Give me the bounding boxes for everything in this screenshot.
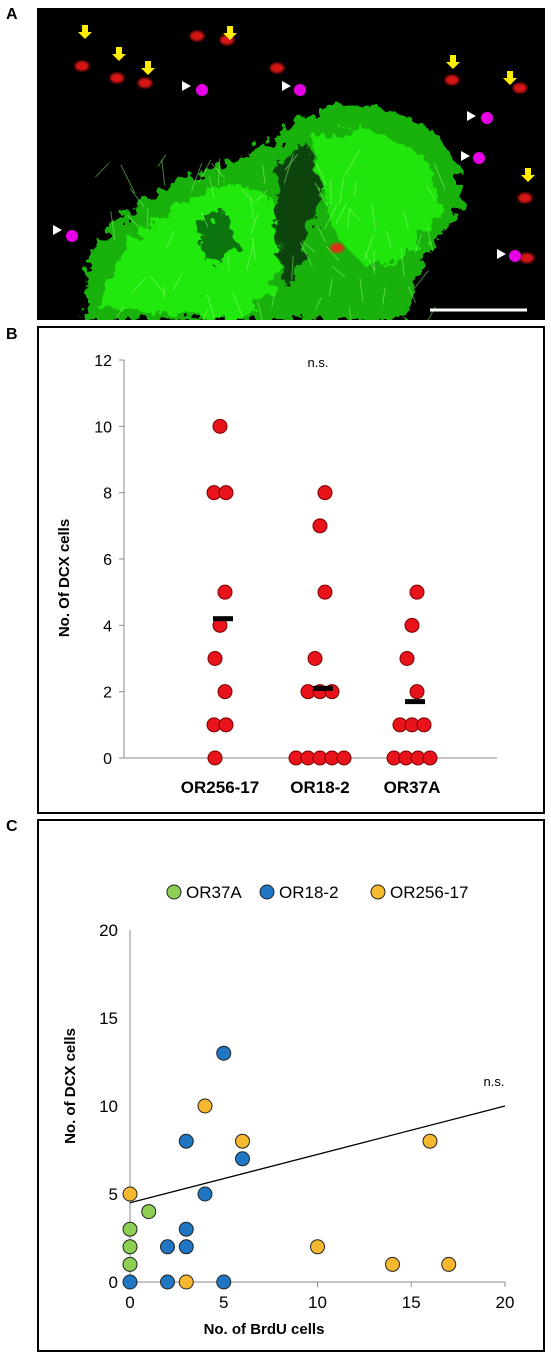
chart-c-point (122, 1274, 138, 1290)
chart-c-x-tick-label: 20 (496, 1293, 515, 1312)
micrograph-panel (37, 8, 545, 336)
chart-c-point (385, 1256, 400, 1272)
chart-b-point (218, 485, 234, 501)
chart-b-point (409, 684, 425, 700)
chart-c-point (216, 1045, 232, 1061)
chart-c-y-tick-label: 0 (109, 1273, 118, 1292)
chart-b-y-tick-label: 8 (103, 486, 112, 503)
chart-b-marks (206, 418, 438, 766)
chart-c-point (422, 1133, 438, 1149)
chart-c-trendline (129, 1105, 506, 1204)
chart-b-point (416, 717, 432, 733)
chart-c-point (235, 1151, 250, 1167)
chart-b-point (312, 518, 328, 534)
chart-c-point (310, 1239, 325, 1255)
chart-c-point (141, 1204, 157, 1220)
chart-c-legend-label: OR256-17 (390, 883, 468, 902)
chart-b-significance-label: n.s. (308, 355, 329, 370)
dcx-vs-brdu-chart: OR37A OR18-2 OR256-17 0 5 10 15 20 0 5 10 15 20 No.… (37, 819, 545, 1352)
chart-b-category-label: OR37A (384, 778, 441, 797)
chart-b-point (317, 485, 333, 501)
chart-b-y-tick-label: 10 (94, 419, 112, 436)
chart-c-point (122, 1221, 138, 1237)
dcx-tissue-region (82, 103, 462, 336)
chart-c-point (160, 1239, 175, 1255)
chart-c-point (122, 1256, 138, 1272)
panel-letter-c: C (6, 818, 18, 835)
cell-markers (53, 25, 535, 263)
chart-b-category-label: OR18-2 (290, 778, 350, 797)
chart-c-point (122, 1239, 138, 1255)
chart-b-y-tick-label: 2 (103, 685, 112, 702)
chart-b-mean-bar (405, 699, 425, 705)
chart-b-category-label: OR256-17 (181, 778, 259, 797)
chart-c-y-tick-label: 15 (99, 1009, 118, 1028)
chart-c-point (197, 1098, 213, 1114)
chart-c-y-tick-label: 20 (99, 921, 118, 940)
chart-b-point (207, 651, 223, 666)
chart-b-point (307, 651, 323, 666)
chart-c-point (122, 1186, 138, 1202)
micrograph-image (53, 25, 535, 336)
chart-c-point (178, 1239, 194, 1255)
chart-b-point (212, 418, 228, 434)
chart-b-y-axis-label: No. Of DCX cells (56, 519, 73, 637)
chart-b-y-tick-label: 0 (103, 751, 112, 768)
chart-c-legend-label: OR37A (186, 883, 242, 902)
chart-c-point (160, 1274, 175, 1290)
chart-c-point (178, 1221, 194, 1237)
chart-b-y-tick-label: 12 (94, 353, 112, 370)
chart-c-legend-marker (370, 884, 386, 900)
chart-b-y-tick-label: 4 (103, 618, 112, 635)
chart-b-point (207, 750, 223, 766)
chart-b-point (336, 750, 352, 766)
chart-b-point (218, 717, 234, 733)
chart-c-y-tick-label: 5 (109, 1185, 118, 1204)
chart-b-point (217, 684, 233, 700)
chart-b-point (217, 584, 233, 600)
chart-c-axes: 0 5 10 15 20 0 5 10 15 20 (99, 921, 514, 1312)
panel-letter-a: A (6, 6, 18, 23)
chart-b-mean-bar (213, 616, 233, 622)
chart-c-x-tick-label: 15 (402, 1293, 421, 1312)
chart-b-point (422, 750, 438, 766)
chart-c-x-axis-label: No. of BrdU cells (204, 1321, 325, 1338)
chart-c-point (235, 1133, 250, 1149)
chart-c-legend-label: OR18-2 (279, 883, 339, 902)
chart-c-y-axis-label: No. of DCX cells (62, 1028, 79, 1144)
chart-b-point (317, 584, 333, 600)
chart-c-point (178, 1133, 194, 1149)
chart-b-axes: 0 2 4 6 8 10 12 OR256-17 OR18-2 OR37A (94, 353, 497, 797)
chart-c-marks (122, 1045, 506, 1290)
chart-c-plot: OR37A OR18-2 OR256-17 0 5 10 15 20 0 5 10 15 20 No.… (62, 883, 514, 1338)
panel-letter-b: B (6, 326, 18, 343)
dcx-by-receptor-chart: 0 2 4 6 8 10 12 OR256-17 OR18-2 OR37A No. Of DCX … (37, 326, 545, 814)
chart-c-legend-marker (259, 884, 275, 900)
chart-c-legend: OR37A OR18-2 OR256-17 (166, 883, 468, 902)
chart-c-point (441, 1256, 457, 1272)
chart-c-x-tick-label: 10 (308, 1293, 327, 1312)
chart-b-y-tick-label: 6 (103, 552, 112, 569)
chart-c-x-tick-label: 0 (125, 1293, 134, 1312)
chart-c-legend-marker (166, 884, 182, 900)
chart-c-point (178, 1274, 194, 1290)
chart-c-point (216, 1274, 232, 1290)
chart-b-plot: 0 2 4 6 8 10 12 OR256-17 OR18-2 OR37A No. Of DCX … (56, 353, 497, 797)
chart-b-point (399, 651, 415, 666)
chart-b-mean-bar (313, 685, 333, 691)
chart-b-point (404, 617, 420, 633)
chart-c-x-tick-label: 5 (219, 1293, 228, 1312)
chart-c-point (197, 1186, 213, 1202)
chart-c-significance-label: n.s. (484, 1074, 505, 1089)
chart-c-y-tick-label: 10 (99, 1097, 118, 1116)
chart-b-point (409, 584, 425, 600)
